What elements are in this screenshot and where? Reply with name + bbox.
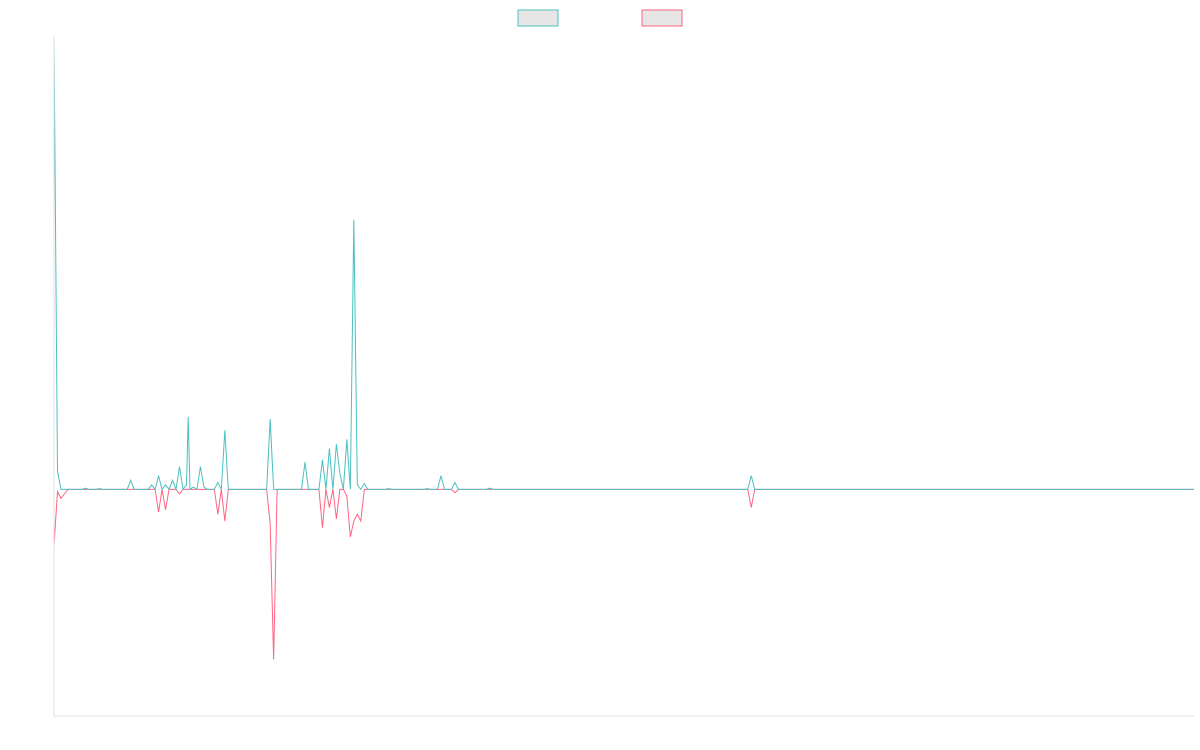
legend-swatch-negative[interactable] bbox=[641, 9, 683, 27]
series-line-positive bbox=[53, 35, 1194, 492]
legend-swatch-positive[interactable] bbox=[517, 9, 559, 27]
series-line-negative bbox=[53, 488, 1194, 660]
plot-area bbox=[53, 35, 1194, 660]
legend bbox=[517, 9, 683, 27]
axes bbox=[53, 36, 1194, 717]
